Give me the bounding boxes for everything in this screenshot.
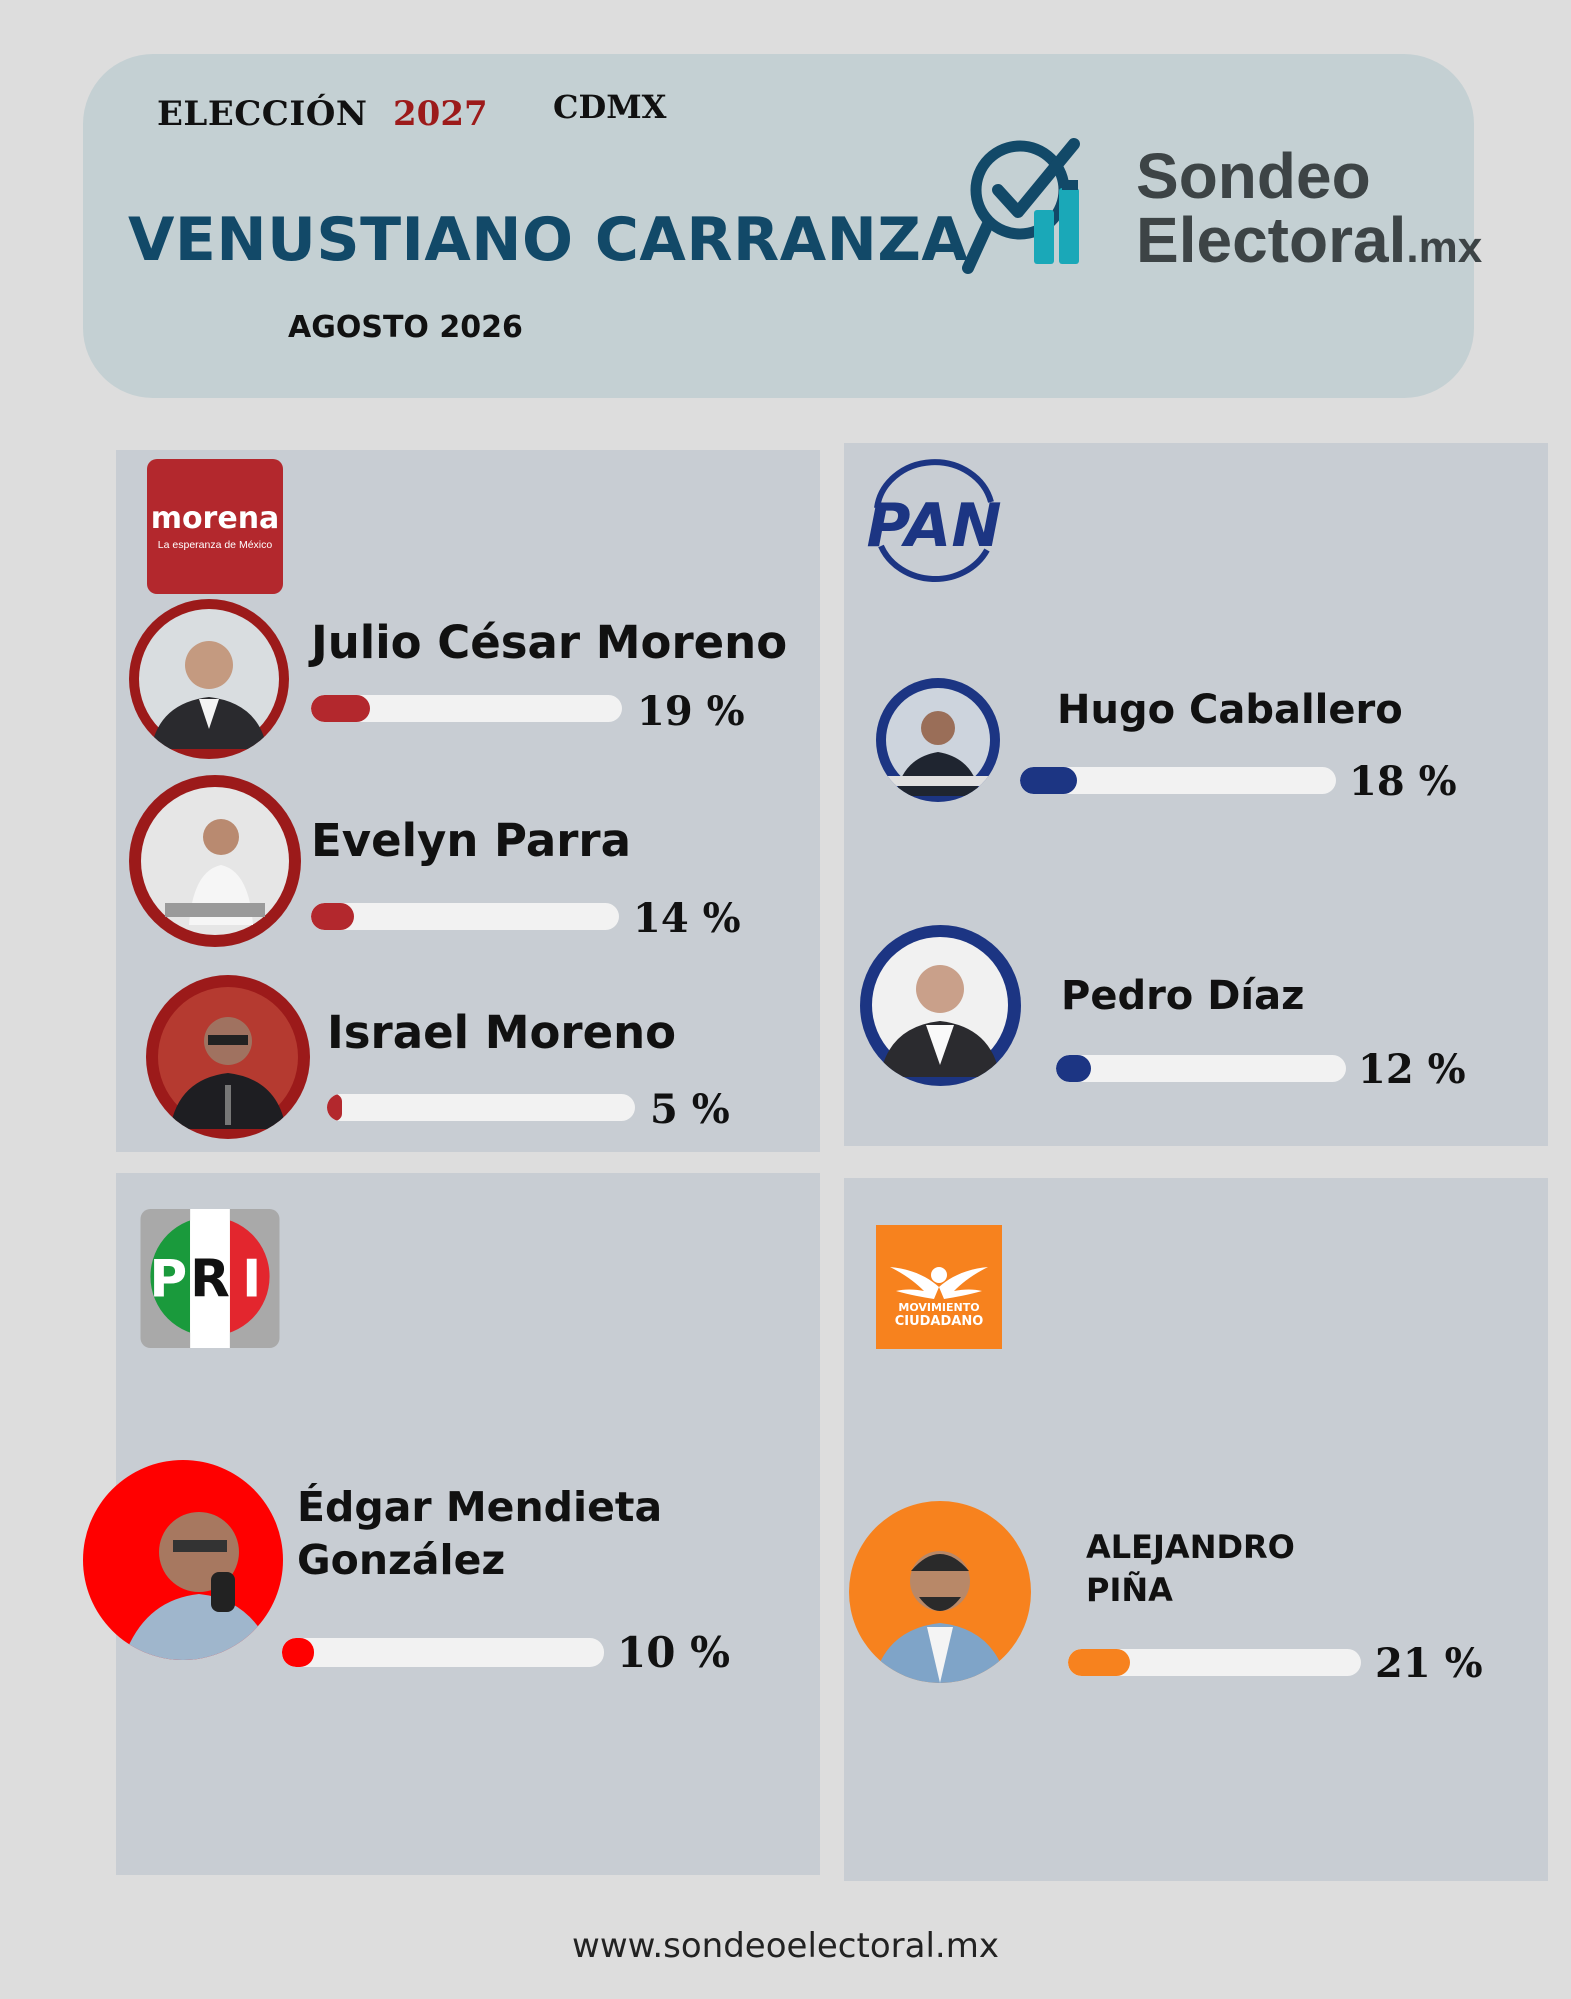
vote-percentage: 12 % [1358,1046,1466,1093]
election-label: ELECCIÓN [157,94,368,134]
morena-logo-tagline: La esperanza de México [157,539,273,551]
vote-percentage: 5 % [650,1086,730,1133]
candidate-name-line1: Édgar Mendieta [297,1483,663,1531]
vote-bar-track [327,1094,635,1121]
vote-percentage: 19 % [637,688,745,735]
region-label: CDMX [553,88,667,126]
footer-url[interactable]: www.sondeoelectoral.mx [572,1926,999,1966]
avatar-israel-moreno [146,975,310,1139]
vote-bar-track [282,1638,604,1667]
vote-bar-fill [1068,1649,1130,1676]
morena-logo-text: morena [150,501,280,536]
vote-bar-fill [311,903,355,930]
pri-letter-r: R [190,1249,230,1309]
avatar-hugo-caballero [876,678,1000,802]
vote-bar-track [1068,1649,1361,1676]
avatar-edgar-mendieta [83,1460,283,1660]
candidate-name-line1: ALEJANDRO [1086,1528,1295,1566]
morena-logo: morena La esperanza de México [147,459,283,594]
candidate-name-line2: González [297,1536,506,1584]
pan-logo-text: PAN [866,491,1001,561]
header-banner [83,54,1474,398]
pri-letter-p: P [149,1249,187,1309]
mc-logo-line2: CIUDADANO [894,1314,984,1329]
brand-name-line2: Electoral.mx [1136,204,1483,276]
vote-bar-track [311,695,622,722]
pan-logo: PAN [866,459,1002,582]
avatar-julio-cesar-moreno [129,599,289,759]
mc-logo: MOVIMIENTO CIUDADANO [876,1225,1002,1349]
avatar-pedro-diaz [860,925,1021,1086]
vote-percentage: 18 % [1349,758,1457,805]
vote-bar-track [311,903,619,930]
candidate-name-line2: PIÑA [1086,1571,1173,1609]
candidate-name: Israel Moreno [327,1006,677,1059]
pri-logo: P R I [140,1209,280,1348]
candidate-name: Hugo Caballero [1057,687,1403,733]
avatar-evelyn-parra [129,775,301,947]
vote-bar-fill [1056,1055,1091,1082]
candidate-name: Pedro Díaz [1061,973,1305,1019]
vote-bar-track [1056,1055,1346,1082]
vote-bar-fill [311,695,371,722]
eagle-icon [890,1267,988,1299]
vote-bar-fill [1020,767,1077,794]
vote-bar-fill [282,1638,315,1667]
election-year: 2027 [393,94,488,134]
candidate-name: Julio César Moreno [311,616,788,669]
vote-percentage: 10 % [617,1628,730,1677]
vote-bar-fill [327,1094,343,1121]
page-title: VENUSTIANO CARRANZA [128,205,969,275]
pri-letter-i: I [242,1249,261,1309]
avatar-alejandro-pina [849,1501,1031,1683]
poll-date: AGOSTO 2026 [288,310,523,345]
vote-percentage: 21 % [1375,1640,1483,1687]
vote-percentage: 14 % [633,895,741,942]
candidate-name: Evelyn Parra [311,814,631,867]
brand-name-line1: Sondeo [1136,140,1371,212]
vote-bar-track [1020,767,1336,794]
magnifier-check-chart-icon [962,138,1080,274]
mc-logo-line1: MOVIMIENTO [898,1301,980,1314]
